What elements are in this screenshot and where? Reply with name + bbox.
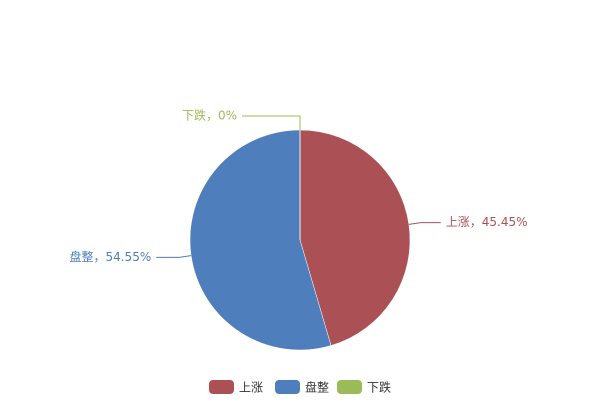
legend-label[interactable]: 下跌 bbox=[367, 380, 391, 395]
legend-swatch[interactable] bbox=[337, 380, 362, 394]
legend-swatch[interactable] bbox=[209, 380, 234, 394]
data-label: 上涨，45.45% bbox=[446, 214, 528, 229]
legend-label[interactable]: 上涨 bbox=[239, 380, 263, 395]
label-line bbox=[156, 255, 192, 258]
pie-slice bbox=[299, 129, 411, 346]
data-label: 下跌，0% bbox=[182, 108, 237, 123]
label-line bbox=[408, 222, 441, 225]
data-label: 盘整，54.55% bbox=[69, 249, 151, 264]
label-line bbox=[242, 115, 301, 130]
legend-swatch[interactable] bbox=[275, 380, 300, 394]
legend-label[interactable]: 盘整 bbox=[305, 380, 329, 395]
